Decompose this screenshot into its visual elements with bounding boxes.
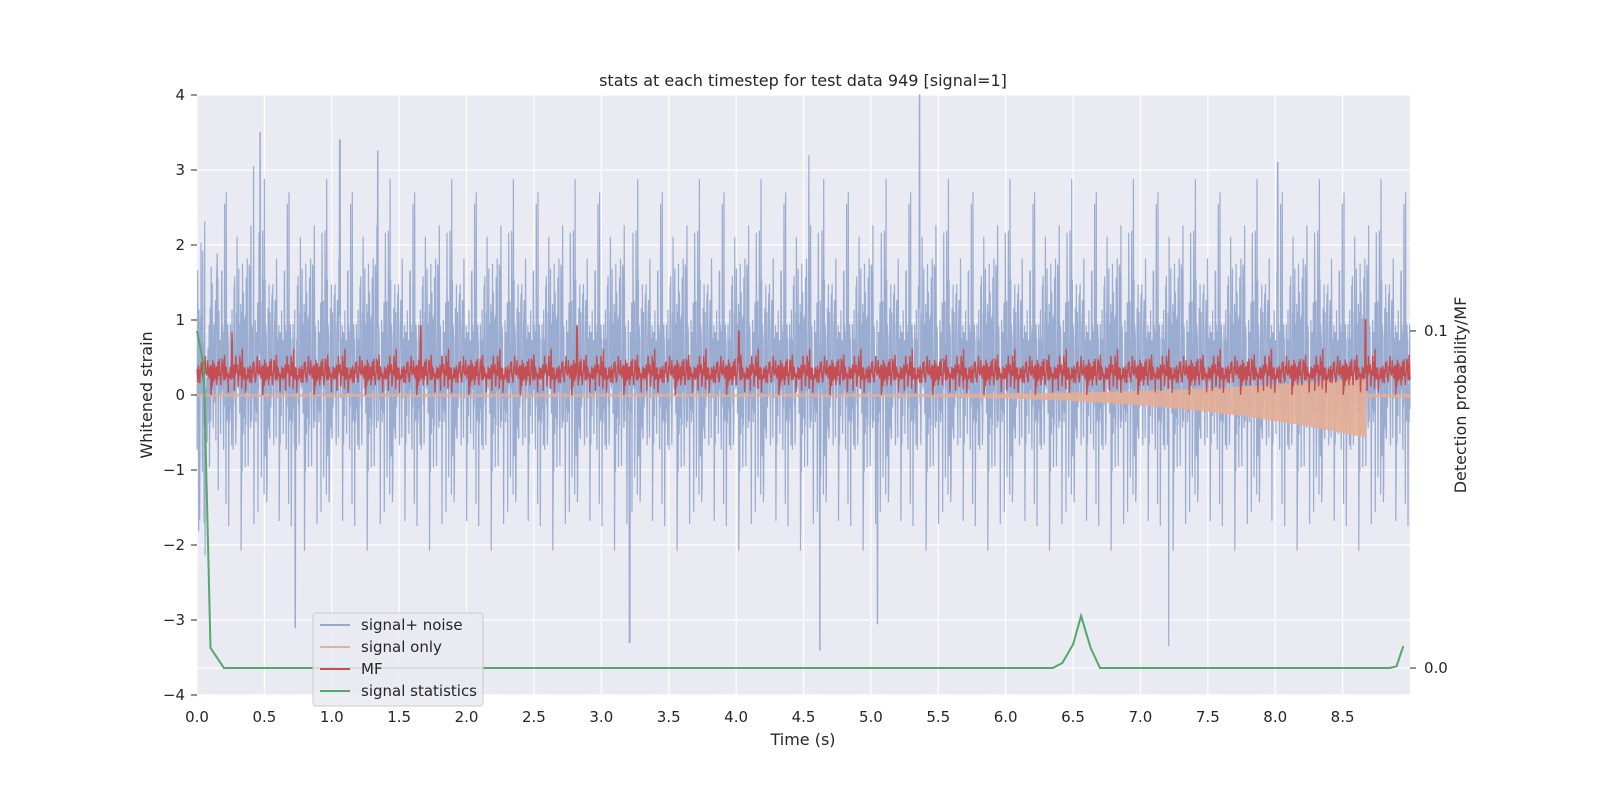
y-axis-label: Whitened strain [137,331,156,458]
x-tick-label: 4.0 [724,708,748,726]
x-tick-label: 0.5 [252,708,276,726]
x-axis-label: Time (s) [769,730,835,749]
y-tick-label: −2 [163,536,185,554]
y2-tick-label: 0.1 [1424,322,1448,340]
chart-title: stats at each timestep for test data 949… [599,71,1007,90]
y-tick-label: 3 [175,161,185,179]
legend-label-signal-noise: signal+ noise [361,616,463,634]
x-tick-label: 1.0 [320,708,344,726]
x-tick-label: 5.0 [859,708,883,726]
x-tick-label: 1.5 [387,708,411,726]
y2-tick-label: 0.0 [1424,659,1448,677]
x-tick-label: 7.0 [1129,708,1153,726]
x-tick-label: 3.5 [657,708,681,726]
x-tick-label: 6.5 [1061,708,1085,726]
y-tick-label: 1 [175,311,185,329]
x-tick-label: 3.0 [589,708,613,726]
y-tick-label: −3 [163,611,185,629]
x-tick-label: 2.5 [522,708,546,726]
x-tick-label: 8.5 [1331,708,1355,726]
y-tick-label: −4 [163,686,185,704]
y-tick-label: 4 [175,86,185,104]
x-tick-label: 6.0 [994,708,1018,726]
y2-axis-ticks: 0.0 0.1 [1410,322,1448,677]
y-tick-label: 2 [175,236,185,254]
y-axis-ticks: −4 −3 −2 −1 0 1 2 3 4 [163,86,197,704]
legend-label-signal-only: signal only [361,638,442,656]
x-axis-ticks: 0.0 0.5 1.0 1.5 2.0 2.5 3.0 3.5 4.0 4.5 5.0 5.5 6.0 6… [185,708,1354,726]
x-tick-label: 0.0 [185,708,209,726]
y-tick-label: −1 [163,461,185,479]
x-tick-label: 4.5 [792,708,816,726]
y-tick-label: 0 [175,386,185,404]
y2-axis-label: Detection probability/MF [1451,297,1470,494]
x-tick-label: 7.5 [1196,708,1220,726]
x-tick-label: 2.0 [455,708,479,726]
x-tick-label: 5.5 [926,708,950,726]
legend-label-mf: MF [361,660,383,678]
legend: signal+ noise signal only MF signal stat… [313,613,483,706]
legend-label-signal-statistics: signal statistics [361,682,477,700]
x-tick-label: 8.0 [1263,708,1287,726]
